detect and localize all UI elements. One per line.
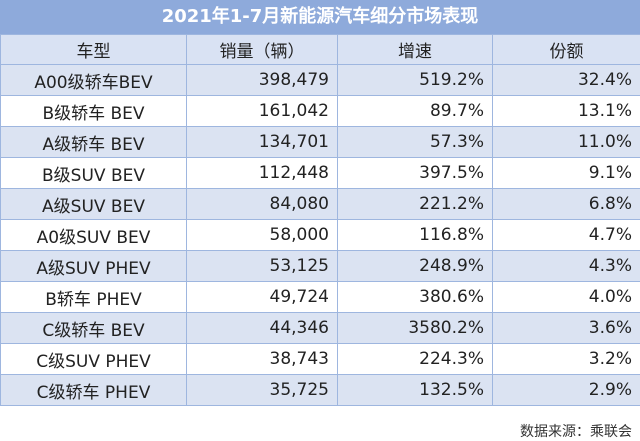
sales-cell: 134,701 [186,126,338,158]
sales-cell: 38,743 [186,343,338,375]
share-cell: 6.8% [492,188,640,220]
share-cell: 13.1% [492,95,640,127]
segment-cell: A00级轿车BEV [0,64,187,96]
footer: 数据来源：乘联会 [0,419,640,441]
header-growth: 增速 [337,34,493,65]
sales-cell: 161,042 [186,95,338,127]
growth-cell: 221.2% [337,188,493,220]
market-table: 车型 销量（辆） 增速 份额 A00级轿车BEV 398,479 519.2% … [0,34,640,406]
header-share: 份额 [492,34,640,65]
share-cell: 2.9% [492,374,640,406]
segment-cell: A级SUV PHEV [0,250,187,282]
share-cell: 11.0% [492,126,640,158]
table-row: C级轿车 PHEV 35,725 132.5% 2.9% [0,374,640,406]
sales-cell: 58,000 [186,219,338,251]
segment-cell: A0级SUV BEV [0,219,187,251]
growth-cell: 132.5% [337,374,493,406]
share-cell: 3.6% [492,312,640,344]
segment-cell: B级SUV BEV [0,157,187,189]
share-cell: 9.1% [492,157,640,189]
table-row: A0级SUV BEV 58,000 116.8% 4.7% [0,219,640,251]
segment-cell: C级SUV PHEV [0,343,187,375]
segment-cell: C级轿车 BEV [0,312,187,344]
sales-cell: 44,346 [186,312,338,344]
growth-cell: 3580.2% [337,312,493,344]
growth-cell: 380.6% [337,281,493,313]
table-row: B级轿车 BEV 161,042 89.7% 13.1% [0,95,640,127]
table-row: A级SUV PHEV 53,125 248.9% 4.3% [0,250,640,282]
share-cell: 4.0% [492,281,640,313]
sales-cell: 112,448 [186,157,338,189]
table-row: B轿车 PHEV 49,724 380.6% 4.0% [0,281,640,313]
header-segment: 车型 [0,34,187,65]
share-cell: 3.2% [492,343,640,375]
growth-cell: 116.8% [337,219,493,251]
sales-cell: 398,479 [186,64,338,96]
table-row: B级SUV BEV 112,448 397.5% 9.1% [0,157,640,189]
growth-cell: 397.5% [337,157,493,189]
growth-cell: 224.3% [337,343,493,375]
table-row: C级SUV PHEV 38,743 224.3% 3.2% [0,343,640,375]
header-row: 车型 销量（辆） 增速 份额 [0,34,640,65]
sales-cell: 35,725 [186,374,338,406]
sales-cell: 53,125 [186,250,338,282]
source-note: 数据来源：乘联会 [520,424,632,440]
growth-cell: 57.3% [337,126,493,158]
sales-cell: 49,724 [186,281,338,313]
share-cell: 4.3% [492,250,640,282]
growth-cell: 519.2% [337,64,493,96]
segment-cell: B级轿车 BEV [0,95,187,127]
header-sales: 销量（辆） [186,34,338,65]
share-cell: 32.4% [492,64,640,96]
segment-cell: B轿车 PHEV [0,281,187,313]
growth-cell: 248.9% [337,250,493,282]
table-title: 2021年1-7月新能源汽车细分市场表现 [0,0,640,34]
segment-cell: A级SUV BEV [0,188,187,220]
table-row: C级轿车 BEV 44,346 3580.2% 3.6% [0,312,640,344]
segment-cell: C级轿车 PHEV [0,374,187,406]
share-cell: 4.7% [492,219,640,251]
growth-cell: 89.7% [337,95,493,127]
table-row: A级轿车 BEV 134,701 57.3% 11.0% [0,126,640,158]
sales-cell: 84,080 [186,188,338,220]
table-row: A00级轿车BEV 398,479 519.2% 32.4% [0,64,640,96]
table-row: A级SUV BEV 84,080 221.2% 6.8% [0,188,640,220]
segment-cell: A级轿车 BEV [0,126,187,158]
